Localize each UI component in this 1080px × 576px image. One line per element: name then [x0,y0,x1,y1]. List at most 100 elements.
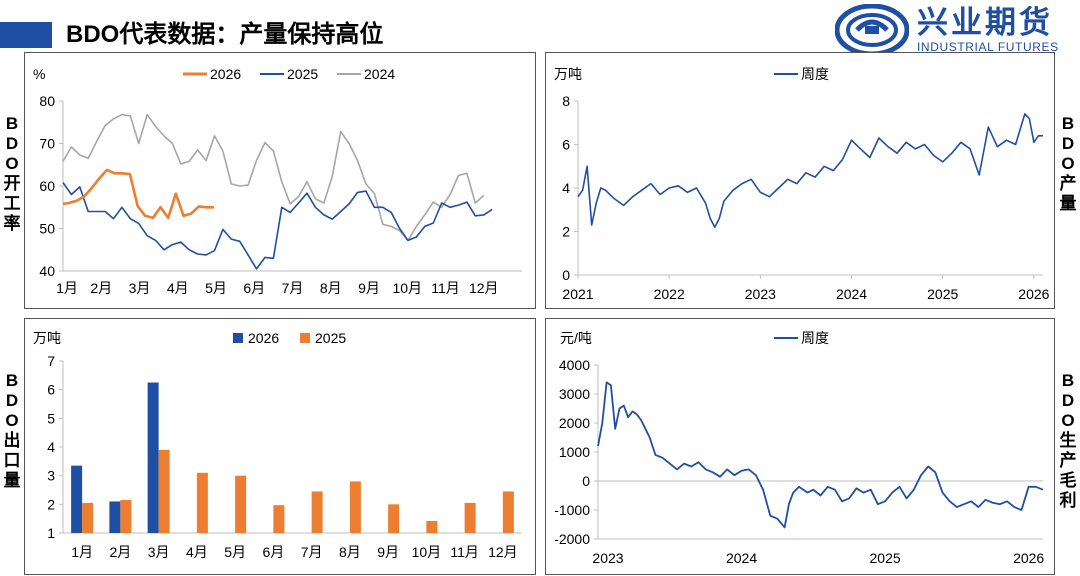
y-tick-label: 0 [582,473,590,489]
y-tick-label: 6 [562,137,570,153]
x-tick-label: 11月 [450,544,479,560]
x-tick-label: 12月 [469,280,499,296]
bar-2025-11月 [464,502,476,533]
company-logo: 兴业期货 INDUSTRIAL FUTURES [834,3,1075,57]
side-label-char: 口 [3,451,21,470]
x-tick-label: 2025 [927,286,958,302]
side-label-char: O [1061,411,1075,430]
side-label-char: 毛 [1059,471,1077,490]
bar-2025-8月 [349,481,361,533]
side-label-char: B [1061,371,1075,390]
legend-swatch [233,333,243,343]
side-label-char: 开 [3,174,21,193]
logo-text-en: INDUSTRIAL FUTURES [917,40,1059,54]
chart-output: 0 2 4 6 8 万吨 2021 2022 2023 2024 2025 2026 周度 [554,66,1050,302]
side-label-char: 出 [3,431,21,450]
y-tick-label: 5 [47,410,55,426]
legend-label: 2026 [210,66,241,82]
y-tick-label: 70 [39,136,55,152]
y-tick-label: 80 [39,93,55,109]
y-tick-label: 7 [47,353,55,369]
bar-2025-10月 [426,520,438,533]
x-tick-label: 8月 [320,280,342,296]
chart-margin: -2000 -1000 0 1000 2000 3000 4000 元/吨 2023 2024 20… [554,330,1044,566]
x-tick-label: 5月 [224,544,246,560]
series-line-weekly [577,113,1043,228]
x-tick-label: 7月 [301,544,323,560]
x-tick-label: 2026 [1013,550,1044,566]
logo-emblem-icon [834,3,910,57]
side-label-char: O [5,411,19,430]
side-label-char: O [1061,154,1075,173]
x-tick-label: 6月 [243,280,265,296]
y-tick-label: 4 [562,180,570,196]
x-tick-label: 1月 [56,280,78,296]
y-tick-label: 8 [562,93,570,109]
x-tick-label: 2023 [745,286,776,302]
x-tick-label: 4月 [167,280,189,296]
side-label-char: B [5,371,19,390]
legend-label: 2026 [248,330,279,346]
side-label-char: 量 [1059,194,1077,213]
y-tick-label: 1000 [559,444,590,460]
side-label-char: 利 [1059,491,1077,510]
x-tick-label: 2024 [726,550,757,566]
y-tick-label: 2 [562,224,570,240]
y-tick-label: 4 [47,439,55,455]
y-tick-label: -1000 [554,502,590,518]
x-tick-label: 9月 [358,280,380,296]
y-tick-label: 6 [47,382,55,398]
legend-label: 2025 [287,66,318,82]
y-tick-label: 2000 [559,415,590,431]
x-tick-label: 2026 [1018,286,1049,302]
x-tick-label: 2024 [836,286,867,302]
x-tick-label: 9月 [377,544,399,560]
logo-text-cn: 兴业期货 [917,5,1053,40]
y-tick-label: -2000 [554,531,590,547]
y-unit-label: % [33,66,45,82]
legend-label: 周度 [801,330,829,346]
side-label-char: O [5,154,19,173]
legend-label: 2024 [364,66,395,82]
x-tick-label: 11月 [431,280,460,296]
chart-export: 1 2 3 4 5 6 7 万吨 1月 2月 3月 4月 5月 6月 7月 8月 9月 10月 11月 12月 2026… [33,330,522,560]
y-unit-label: 万吨 [554,66,582,82]
y-tick-label: 1 [47,525,55,541]
title-accent-bar [0,22,52,48]
x-tick-label: 8月 [339,544,361,560]
side-label-char: B [1061,114,1075,133]
y-tick-label: 0 [562,267,570,283]
side-label-char: 率 [3,214,21,233]
y-tick-label: 4000 [559,357,590,373]
bar-2026-1月 [71,465,83,533]
side-label-char: 量 [3,471,21,490]
series-line-weekly [597,381,1044,529]
legend-label: 周度 [801,66,829,82]
side-label-char: D [5,134,19,153]
x-tick-label: 7月 [282,280,304,296]
bar-2025-4月 [196,472,208,533]
x-tick-label: 10月 [392,280,422,296]
x-tick-label: 6月 [262,544,284,560]
side-label-char: 工 [3,194,21,213]
page-title: BDO代表数据：产量保持高位 [66,21,384,48]
x-tick-label: 4月 [186,544,208,560]
side-label-char: 产 [1059,451,1077,470]
bar-2025-9月 [388,504,400,533]
panel-margin: -2000 -1000 0 1000 2000 3000 4000 元/吨 2023 2024 20… [545,318,1055,575]
bar-2025-3月 [158,449,170,533]
series-line-2026 [62,168,215,220]
series-line-2024 [62,113,485,242]
bar-2025-2月 [120,500,132,533]
x-tick-label: 5月 [205,280,227,296]
x-tick-label: 2月 [109,544,131,560]
x-tick-label: 3月 [129,280,151,296]
bar-2025-12月 [502,491,514,533]
bar-2026-3月 [147,382,159,533]
x-tick-label: 2023 [592,550,623,566]
bar-2025-1月 [82,502,94,533]
x-tick-label: 2022 [654,286,685,302]
side-label-char: 产 [1059,174,1077,193]
